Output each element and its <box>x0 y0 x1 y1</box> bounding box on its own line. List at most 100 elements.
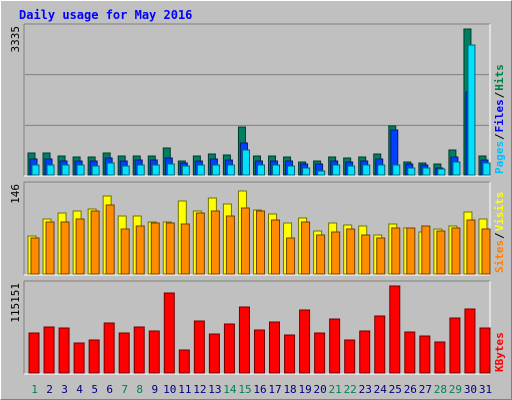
bar-pages <box>61 164 70 176</box>
bar-sites <box>421 225 431 275</box>
legend-pages: Pages <box>493 141 506 174</box>
bar-sites <box>120 228 130 275</box>
x-tick-label: 3 <box>61 383 68 396</box>
bar-sites <box>271 219 281 275</box>
bar-kbytes <box>88 339 100 374</box>
x-tick-label: 9 <box>151 383 158 396</box>
bar-kbytes <box>253 329 265 374</box>
bar-kbytes <box>133 326 145 374</box>
bar-pages <box>437 168 446 176</box>
bar-kbytes <box>118 332 130 374</box>
bar-sites <box>30 237 40 275</box>
bar-kbytes <box>464 308 476 374</box>
bar-pages <box>226 164 235 176</box>
x-tick-label: 16 <box>253 383 266 396</box>
bar-kbytes <box>163 292 175 374</box>
x-tick-label: 6 <box>106 383 113 396</box>
bar-kbytes <box>223 323 235 374</box>
x-tick-label: 21 <box>329 383 342 396</box>
x-tick-label: 4 <box>76 383 83 396</box>
bar-pages <box>136 164 145 176</box>
legend-visits: Visits <box>493 192 506 232</box>
bar-kbytes <box>284 334 296 374</box>
x-tick-label: 18 <box>283 383 296 396</box>
legend-hits: Hits <box>493 64 506 91</box>
x-tick-label: 11 <box>178 383 191 396</box>
bar-pages <box>467 44 476 176</box>
x-tick-label: 15 <box>238 383 251 396</box>
bar-pages <box>332 164 341 176</box>
x-tick-label: 28 <box>434 383 447 396</box>
bar-sites <box>451 227 461 275</box>
x-tick-label: 29 <box>449 383 462 396</box>
bar-sites <box>135 225 145 275</box>
bar-sites <box>195 212 205 275</box>
bar-kbytes <box>404 331 416 374</box>
bar-sites <box>225 215 235 275</box>
bar-pages <box>302 167 311 176</box>
bar-sites <box>316 234 326 275</box>
bar-sites <box>75 218 85 275</box>
bar-pages <box>121 165 130 176</box>
bar-sites <box>391 227 401 275</box>
x-tick-label: 31 <box>479 383 492 396</box>
legend-separator: / <box>493 232 506 239</box>
bar-kbytes <box>359 330 371 374</box>
bar-sites <box>90 210 100 275</box>
x-tick-label: 22 <box>344 383 357 396</box>
bar-kbytes <box>419 335 431 374</box>
bar-sites <box>481 228 491 275</box>
bar-sites <box>376 237 386 275</box>
bar-kbytes <box>43 326 55 374</box>
bar-pages <box>46 164 55 176</box>
y-tick-label: 115151 <box>9 283 22 323</box>
bar-sites <box>331 231 341 275</box>
x-tick-label: 24 <box>374 383 388 396</box>
bar-kbytes <box>449 317 461 374</box>
bar-pages <box>106 162 115 176</box>
bar-sites <box>346 228 356 275</box>
bar-pages <box>31 164 40 176</box>
bar-kbytes <box>479 327 491 374</box>
x-tick-label: 23 <box>359 383 372 396</box>
bar-kbytes <box>28 332 40 374</box>
bar-pages <box>287 165 296 176</box>
bar-pages <box>91 165 100 176</box>
bar-pages <box>211 164 220 176</box>
bar-kbytes <box>329 318 341 374</box>
bar-sites <box>466 219 476 275</box>
bar-kbytes <box>374 315 386 374</box>
bar-sites <box>45 221 55 275</box>
bar-sites <box>150 222 160 275</box>
x-tick-label: 2 <box>46 383 53 396</box>
bar-sites <box>60 221 70 275</box>
bar-pages <box>166 163 175 176</box>
bar-sites <box>361 234 371 275</box>
bar-kbytes <box>299 309 311 374</box>
legend-kbytes: KBytes <box>493 332 506 372</box>
x-tick-label: 12 <box>193 383 206 396</box>
bar-pages <box>256 164 265 176</box>
bar-kbytes <box>314 332 326 374</box>
bar-kbytes <box>208 333 220 374</box>
bar-sites <box>406 227 416 275</box>
bar-kbytes <box>148 330 160 374</box>
x-tick-label: 8 <box>136 383 143 396</box>
x-tick-label: 30 <box>464 383 477 396</box>
x-tick-label: 5 <box>91 383 98 396</box>
bar-kbytes <box>103 322 115 374</box>
legend-files: Files <box>493 99 506 132</box>
bar-kbytes <box>269 321 281 374</box>
x-tick-label: 19 <box>298 383 311 396</box>
bar-pages <box>452 161 461 176</box>
bar-sites <box>255 210 265 275</box>
x-tick-label: 27 <box>419 383 432 396</box>
bar-sites <box>165 222 175 275</box>
bar-kbytes <box>178 349 190 374</box>
bar-kbytes <box>389 285 401 374</box>
bar-pages <box>76 164 85 176</box>
bar-pages <box>241 149 250 176</box>
legend-separator: / <box>493 91 506 98</box>
chart-title: Daily usage for May 2016 <box>19 8 193 22</box>
bar-sites <box>105 204 115 275</box>
